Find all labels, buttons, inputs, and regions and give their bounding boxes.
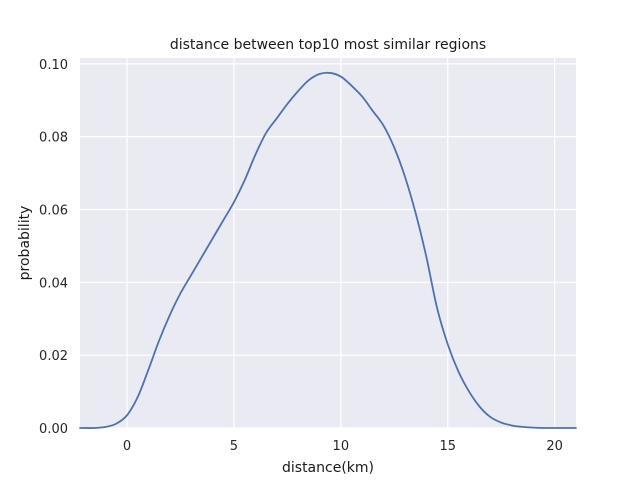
y-tick-label: 0.08 (39, 131, 68, 146)
y-tick-label: 0.04 (39, 276, 68, 291)
x-tick-label: 0 (123, 439, 131, 454)
x-tick-label: 5 (230, 439, 238, 454)
grid-lines (80, 58, 576, 429)
x-tick-label: 20 (546, 439, 563, 454)
x-axis-label: distance(km) (282, 460, 374, 476)
x-tick-label: 15 (439, 439, 456, 454)
y-tick-label: 0.06 (39, 203, 68, 218)
y-tick-label: 0.02 (39, 349, 68, 364)
y-axis-ticks: 0.00 0.02 0.04 0.06 0.08 0.10 (39, 58, 68, 437)
series-layer (79, 71, 577, 429)
x-tick-label: 10 (333, 439, 350, 454)
density-line (79, 71, 577, 429)
plot-area (80, 58, 576, 428)
y-axis-label: probability (17, 206, 33, 281)
y-tick-label: 0.10 (39, 58, 68, 73)
chart-title: distance between top10 most similar regi… (170, 37, 486, 53)
y-tick-label: 0.00 (39, 422, 68, 437)
x-axis-ticks: 0 5 10 15 20 (123, 439, 563, 454)
